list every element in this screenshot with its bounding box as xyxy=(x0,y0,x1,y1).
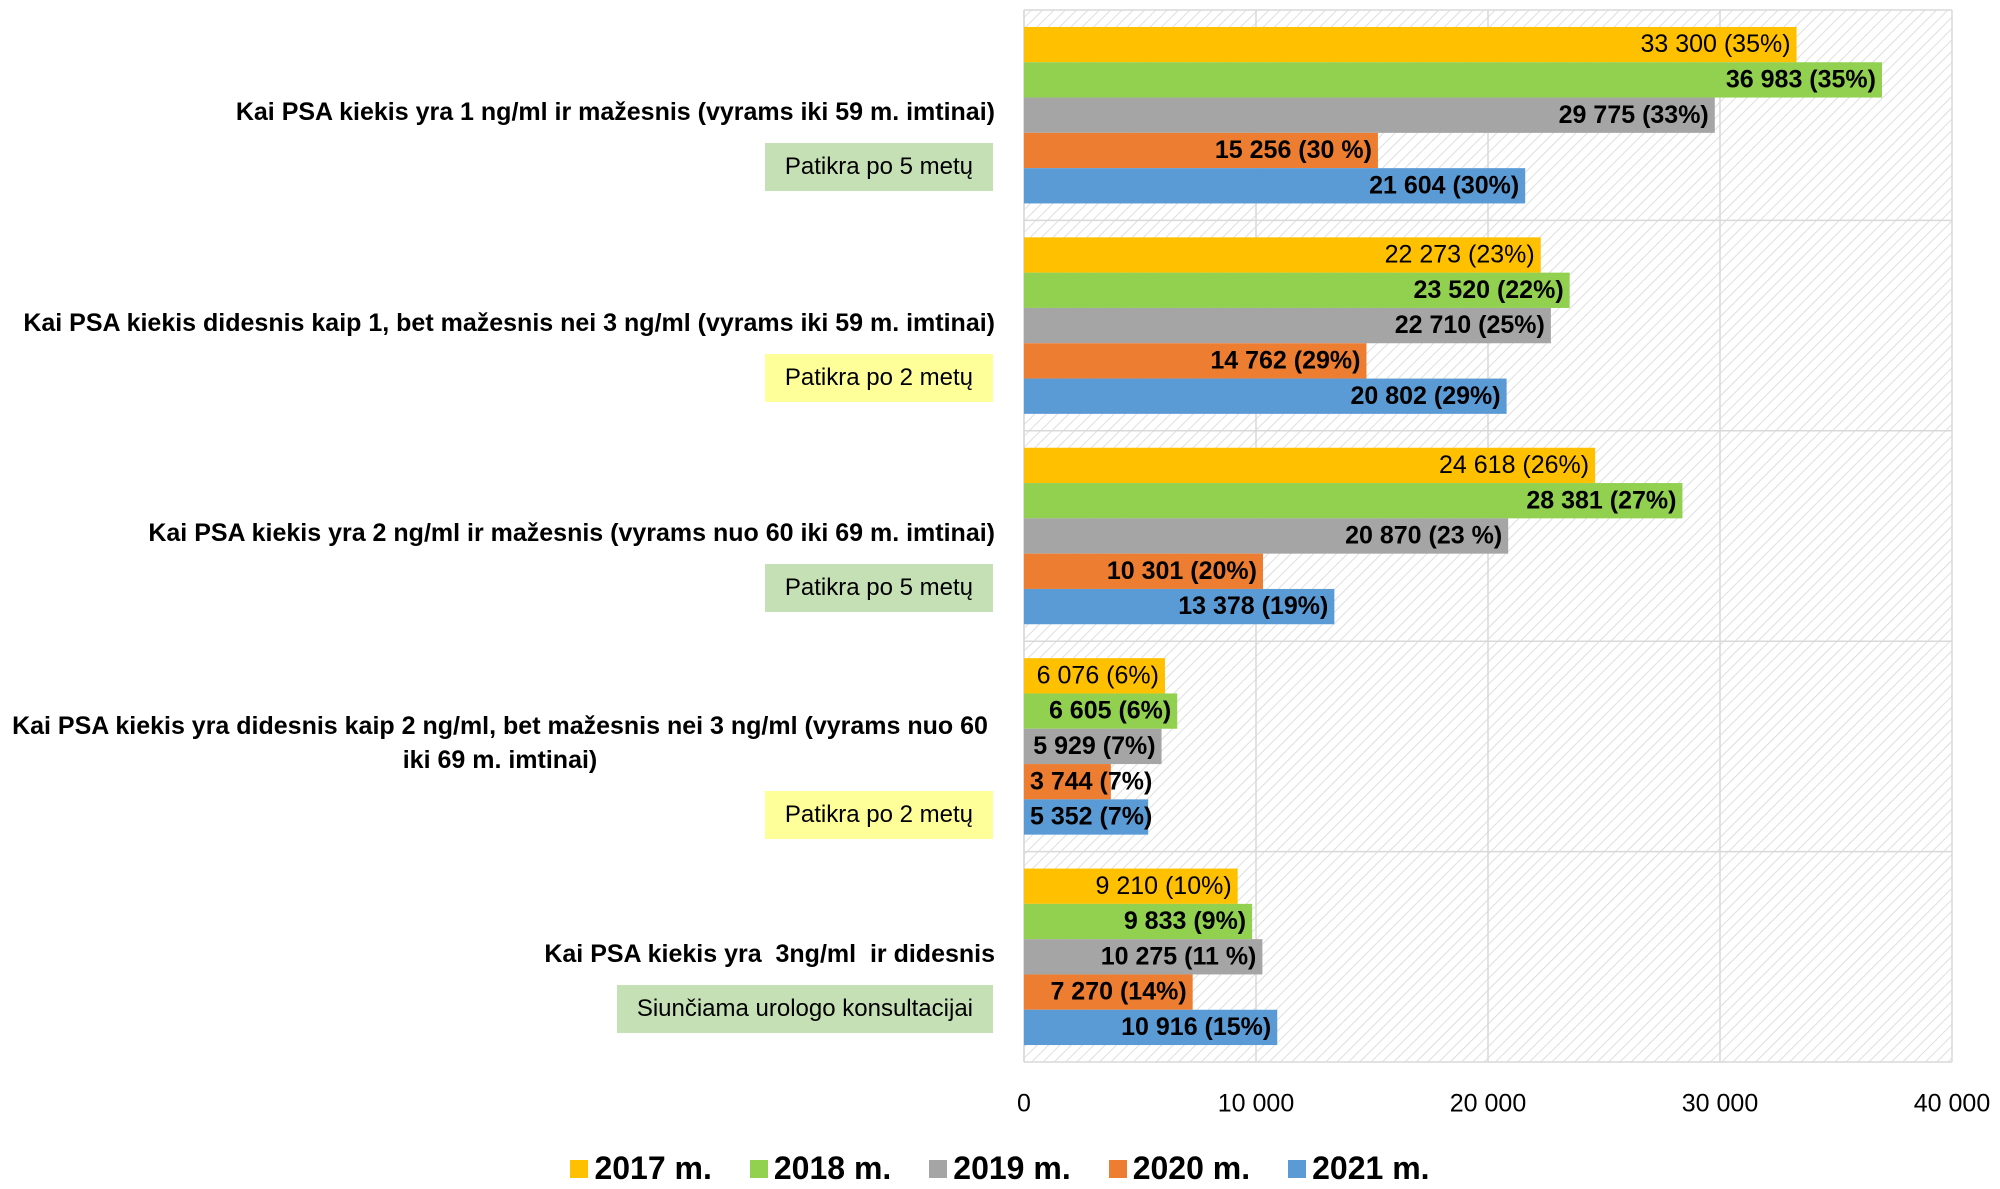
bar xyxy=(1024,903,1253,940)
data-label: 28 381 (27%) xyxy=(1526,486,1676,514)
data-label: 6 605 (6%) xyxy=(1049,697,1171,725)
data-label: 14 762 (29%) xyxy=(1210,347,1360,375)
data-label: 9 833 (9%) xyxy=(1124,907,1246,935)
bar xyxy=(1024,553,1263,589)
data-label: 24 618 (26%) xyxy=(1439,451,1589,479)
bar xyxy=(1024,1009,1278,1046)
legend-label: 2017 m. xyxy=(594,1150,712,1186)
category-label: Kai PSA kiekis yra didesnis kaip 2 ng/ml… xyxy=(12,712,995,775)
legend-item: 2019 m. xyxy=(929,1150,1071,1187)
category-group: Kai PSA kiekis didesnis kaip 1, bet maže… xyxy=(5,220,995,430)
data-label: 22 273 (23%) xyxy=(1385,241,1535,269)
legend: 2017 m. 2018 m. 2019 m. 2020 m. 2021 m. xyxy=(0,1150,2000,1187)
category-group: Kai PSA kiekis yra 1 ng/ml ir mažesnis (… xyxy=(5,10,995,220)
note-box: Patikra po 2 metų xyxy=(764,353,993,402)
note-box: Patikra po 2 metų xyxy=(764,791,993,840)
data-label: 36 983 (35%) xyxy=(1726,66,1876,94)
legend-swatch xyxy=(570,1159,589,1178)
bar xyxy=(1024,658,1165,694)
category-label: Kai PSA kiekis yra 1 ng/ml ir mažesnis (… xyxy=(235,98,995,127)
bar xyxy=(1024,868,1238,904)
data-label: 13 378 (19%) xyxy=(1178,592,1328,620)
data-label: 21 604 (30%) xyxy=(1369,171,1519,199)
data-label: 15 256 (30 %) xyxy=(1215,136,1372,164)
data-label: 10 916 (15%) xyxy=(1121,1013,1271,1041)
category-group: Kai PSA kiekis yra didesnis kaip 2 ng/ml… xyxy=(5,641,995,851)
legend-item: 2021 m. xyxy=(1288,1150,1430,1187)
data-label: 9 210 (10%) xyxy=(1095,872,1231,900)
legend-item: 2018 m. xyxy=(749,1150,892,1187)
data-label: 23 520 (22%) xyxy=(1414,276,1564,304)
bar xyxy=(1024,62,1883,98)
data-label: 10 275 (11 %) xyxy=(1101,942,1257,970)
data-label: 10 301 (20%) xyxy=(1107,557,1257,585)
category-label: Kai PSA kiekis didesnis kaip 1, bet maže… xyxy=(23,308,995,337)
legend-item: 2017 m. xyxy=(570,1150,712,1187)
x-tick-label: 30 000 xyxy=(1682,1090,1758,1118)
legend-label: 2018 m. xyxy=(773,1150,892,1186)
legend-label: 2019 m. xyxy=(953,1150,1071,1186)
legend-swatch xyxy=(929,1159,948,1178)
note-box: Patikra po 5 metų xyxy=(764,143,993,192)
data-label: 20 802 (29%) xyxy=(1350,382,1500,410)
legend-label: 2021 m. xyxy=(1312,1150,1430,1186)
x-tick-label: 40 000 xyxy=(1914,1090,1990,1118)
data-label: 33 300 (35%) xyxy=(1640,30,1790,58)
data-label: 5 352 (7%) xyxy=(1030,803,1152,831)
bar xyxy=(1024,26,1797,63)
data-label: 22 710 (25%) xyxy=(1395,311,1545,339)
legend-swatch xyxy=(1288,1159,1307,1178)
bar xyxy=(1024,343,1367,379)
bar xyxy=(1024,483,1683,519)
bar xyxy=(1024,518,1509,554)
category-label: Kai PSA kiekis yra 3ng/ml ir didesnis xyxy=(544,939,995,968)
bar xyxy=(1024,97,1715,133)
x-tick-label: 20 000 xyxy=(1450,1090,1526,1118)
bar xyxy=(1024,272,1570,308)
x-tick-label: 10 000 xyxy=(1218,1090,1294,1118)
bar xyxy=(1024,799,1149,835)
category-group: Kai PSA kiekis yra 3ng/ml ir didesnis Siu… xyxy=(5,852,995,1062)
legend-label: 2020 m. xyxy=(1132,1150,1251,1186)
category-group: Kai PSA kiekis yra 2 ng/ml ir mažesnis (… xyxy=(5,431,995,641)
bar xyxy=(1024,132,1378,169)
data-label: 5 929 (7%) xyxy=(1033,732,1155,760)
legend-swatch xyxy=(1108,1159,1127,1178)
bar xyxy=(1024,447,1596,484)
bar xyxy=(1024,764,1111,800)
note-box: Patikra po 5 metų xyxy=(764,563,993,612)
bar xyxy=(1024,237,1541,273)
data-label: 6 076 (6%) xyxy=(1037,661,1159,689)
bar xyxy=(1024,974,1193,1010)
bar xyxy=(1024,728,1162,765)
bar xyxy=(1024,168,1526,204)
bar xyxy=(1024,588,1335,625)
bar xyxy=(1024,307,1551,344)
note-box: Siunčiama urologo konsultacijai xyxy=(616,984,993,1033)
category-label: Kai PSA kiekis yra 2 ng/ml ir mažesnis (… xyxy=(148,518,995,547)
bar xyxy=(1024,939,1263,975)
data-label: 3 744 (7%) xyxy=(1030,767,1152,795)
legend-swatch xyxy=(749,1159,768,1178)
data-label: 7 270 (14%) xyxy=(1050,978,1186,1006)
x-tick-label: 0 xyxy=(1017,1090,1031,1118)
data-label: 29 775 (33%) xyxy=(1559,101,1709,129)
bar xyxy=(1024,378,1507,414)
data-label: 20 870 (23 %) xyxy=(1345,522,1502,550)
bar xyxy=(1024,693,1178,729)
legend-item: 2020 m. xyxy=(1108,1150,1251,1187)
